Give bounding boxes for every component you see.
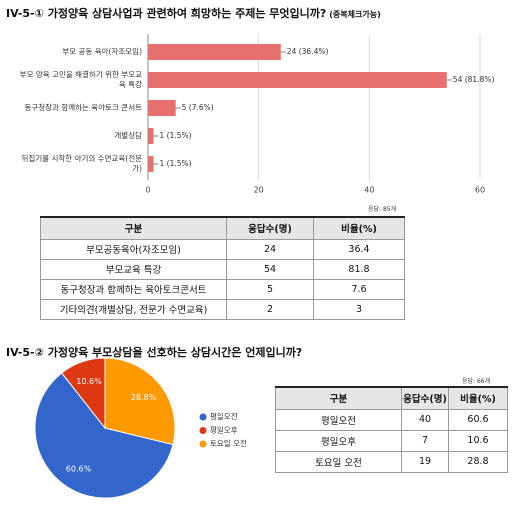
table-cell: 평일오후 [275,429,402,452]
table-cell: 40 [401,408,449,431]
response-note: 응답: 66개 [462,378,491,385]
category-label: 개별상담 [114,131,142,140]
legend-label: 평일오전 [210,411,238,421]
response-note: 응답: 85개 [368,206,397,213]
table-header-row: 구분 응답수(명) 비율(%) [275,386,508,410]
table-row: 동구청장과 함께하는 육아토크콘서트 5 7.6 [40,278,405,300]
legend-swatch [199,413,207,421]
heading-subtitle: (중복체크가능) [329,10,381,19]
header-cell: 구분 [275,386,402,410]
header-cell: 비율(%) [448,386,508,410]
legend-swatch [199,440,207,448]
table-cell: 부모공동육아(자조모임) [40,238,227,260]
header-cell: 비율(%) [313,216,405,240]
heading-title: IV-5-① 가정양육 상담사업과 관련하여 희망하는 주제는 무엇입니까? [6,7,327,20]
table-cell: 7 [401,429,449,452]
value-label: 5 (7.6%) [182,103,214,112]
section-heading: IV-5-② 가정양육 부모상담을 선호하는 상담시간은 언제입니까? [6,344,302,360]
x-tick-label: 40 [364,186,374,195]
table-cell: 토요일 오전 [275,450,402,473]
table-row: 부모공동육아(자조모임) 24 36.4 [40,238,405,260]
table-row: 평일오전 40 60.6 [275,408,508,431]
table-row: 평일오후 7 10.6 [275,429,508,452]
table-cell: 동구청장과 함께하는 육아토크콘서트 [40,278,227,300]
x-tick-label: 20 [254,186,264,195]
table-cell: 60.6 [448,408,508,431]
category-label: 부모 양육 고민을 해결하기 위한 부모교육 특강 [19,70,142,89]
table-cell: 54 [226,258,314,280]
table-cell: 기타의견(개별상담, 전문가 수면교육) [40,298,227,320]
x-tick-label: 60 [475,186,485,195]
pie-slice [104,357,176,446]
table-cell: 36.4 [313,238,405,260]
legend-label: 토요일 오전 [210,438,247,448]
bar [148,128,154,144]
heading-title: IV-5-② 가정양육 부모상담을 선호하는 상담시간은 언제입니까? [6,346,303,359]
bar [148,72,447,88]
bar [148,100,176,116]
legend-swatch [199,427,207,434]
category-label: 동구청장과 함께하는 육아토크 콘서트 [24,103,142,112]
category-label: 뒤집기를 시작한 아기의 수면교육(전문가) [21,154,142,173]
pie-slice [34,372,174,499]
table-cell: 19 [401,450,449,473]
table-cell: 81.8 [313,258,405,280]
table-cell: 28.8 [448,450,508,473]
slice-label: 10.6% [76,377,102,386]
table-cell: 2 [226,298,314,320]
table-cell: 5 [226,278,314,300]
data-table: 구분 응답수(명) 비율(%) 부모공동육아(자조모임) 24 36.4 부모교육 특강 54… [40,216,405,320]
bar [148,156,154,172]
x-tick-label: 0 [145,186,150,195]
category-label: 부모 공동 육아(자조모임) [62,47,142,56]
value-label: 1 (1.5%) [160,159,192,168]
table-row: 토요일 오전 19 28.8 [275,450,508,473]
table-cell: 24 [226,238,314,260]
slice-label: 28.8% [131,393,157,402]
table-cell: 부모교육 특강 [40,258,227,280]
section-heading: IV-5-① 가정양육 상담사업과 관련하여 희망하는 주제는 무엇입니까? (중… [6,5,381,21]
table-cell: 평일오전 [275,408,402,431]
data-table: 구분 응답수(명) 비율(%) 평일오전 40 60.6 평일오후 7 10.6 토요일 오전 19… [275,386,508,473]
header-cell: 응답수(명) [226,216,314,240]
table-row: 기타의견(개별상담, 전문가 수면교육) 2 3 [40,298,405,320]
slice-label: 60.6% [66,465,92,474]
bar [148,44,281,60]
value-label: 24 (36.4%) [287,47,329,56]
legend-label: 평일오후 [210,425,238,435]
value-label: 1 (1.5%) [160,131,192,140]
table-cell: 7.6 [313,278,405,300]
table-cell: 10.6 [448,429,508,452]
table-row: 부모교육 특강 54 81.8 [40,258,405,280]
header-cell: 구분 [40,216,227,240]
header-cell: 응답수(명) [401,386,449,410]
table-cell: 3 [313,298,405,320]
value-label: 54 (81.8%) [453,75,495,84]
table-header-row: 구분 응답수(명) 비율(%) [40,216,405,240]
